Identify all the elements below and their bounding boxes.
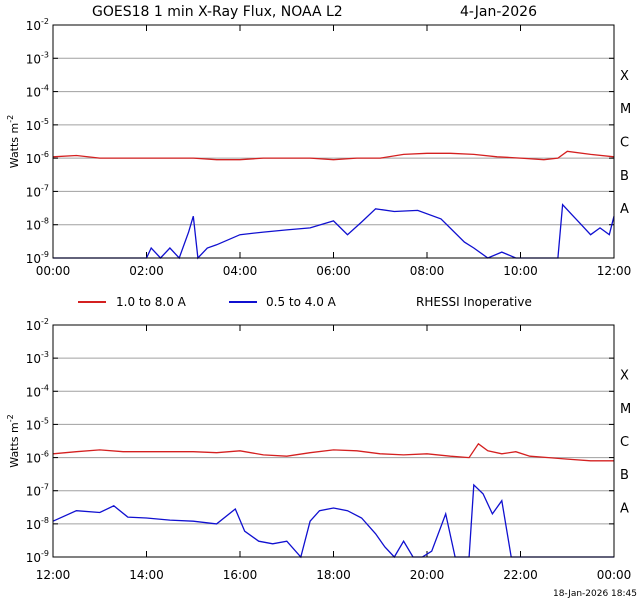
bottom-ytick-label: 10-8 <box>26 516 49 532</box>
top-xtick-label: 12:00 <box>597 264 632 278</box>
top-ytick-label: 10-4 <box>26 84 49 100</box>
top-xtick-label: 02:00 <box>129 264 164 278</box>
legend-label-long: 1.0 to 8.0 A <box>116 295 187 309</box>
top-ytick-label: 10-8 <box>26 217 49 233</box>
bottom-ytick-label: 10-6 <box>26 450 49 466</box>
top-ytick-label: 10-6 <box>26 150 49 166</box>
legend: 1.0 to 8.0 A 0.5 to 4.0 A RHESSI Inoperati… <box>78 295 532 309</box>
bottom-class-c: C <box>620 435 629 450</box>
top-class-b: B <box>620 169 629 184</box>
top-ytick-label: 10-3 <box>26 50 49 66</box>
bottom-xtick-label: 16:00 <box>223 568 258 582</box>
bottom-class-x: X <box>620 369 629 384</box>
top-series-long <box>52 150 615 161</box>
bottom-ytick-label: 10-5 <box>26 416 49 432</box>
bottom-ytick-label: 10-7 <box>26 483 49 499</box>
bottom-ytick-label: 10-3 <box>26 350 49 366</box>
bottom-series-long <box>52 442 614 462</box>
top-class-a: A <box>620 202 629 217</box>
chart-date: 4-Jan-2026 <box>460 4 537 20</box>
bottom-xtick-label: 18:00 <box>316 568 351 582</box>
bottom-xtick-label: 22:00 <box>503 568 538 582</box>
top-series-short <box>53 203 615 260</box>
top-xtick-label: 04:00 <box>223 264 258 278</box>
top-xtick-label: 00:00 <box>36 264 71 278</box>
top-frame <box>52 24 615 259</box>
bottom-ytick-label: 10-9 <box>26 549 49 565</box>
top-class-m: M <box>620 102 631 117</box>
top-xtick-label: 10:00 <box>503 264 538 278</box>
top-ytick-label: 10-9 <box>26 250 49 266</box>
top-ylabel: Watts m-2 <box>6 115 21 168</box>
top-xtick-label: 08:00 <box>410 264 445 278</box>
legend-note: RHESSI Inoperative <box>416 295 532 309</box>
bottom-series-short <box>52 483 614 559</box>
chart-title: GOES18 1 min X-Ray Flux, NOAA L2 <box>92 4 343 20</box>
bottom-class-b: B <box>620 468 629 483</box>
bottom-xtick-label: 00:00 <box>597 568 632 582</box>
bottom-class-a: A <box>620 501 629 516</box>
top-ytick-label: 10-7 <box>26 183 49 199</box>
top-class-c: C <box>620 136 629 151</box>
top-class-x: X <box>620 69 629 84</box>
bottom-ytick-label: 10-4 <box>26 383 49 399</box>
bottom-class-m: M <box>620 402 631 417</box>
bottom-ytick-label: 10-2 <box>26 317 49 333</box>
bottom-panel: 10-2 10-3 10-4 10-5 10-6 10-7 10-8 10-9 Watts m-… <box>6 317 631 582</box>
bottom-xtick-label: 20:00 <box>410 568 445 582</box>
footer-timestamp: 18-Jan-2026 18:45 <box>553 589 637 599</box>
top-xtick-label: 06:00 <box>316 264 351 278</box>
bottom-xtick-label: 12:00 <box>36 568 71 582</box>
top-panel: 10-2 10-3 10-4 10-5 10-6 10-7 10-8 10-9 Watts m-… <box>6 17 631 278</box>
bottom-frame <box>52 324 615 558</box>
bottom-xtick-label: 14:00 <box>129 568 164 582</box>
bottom-ylabel: Watts m-2 <box>6 414 21 467</box>
top-ytick-label: 10-5 <box>26 117 49 133</box>
top-ytick-label: 10-2 <box>26 17 49 33</box>
legend-label-short: 0.5 to 4.0 A <box>266 295 337 309</box>
